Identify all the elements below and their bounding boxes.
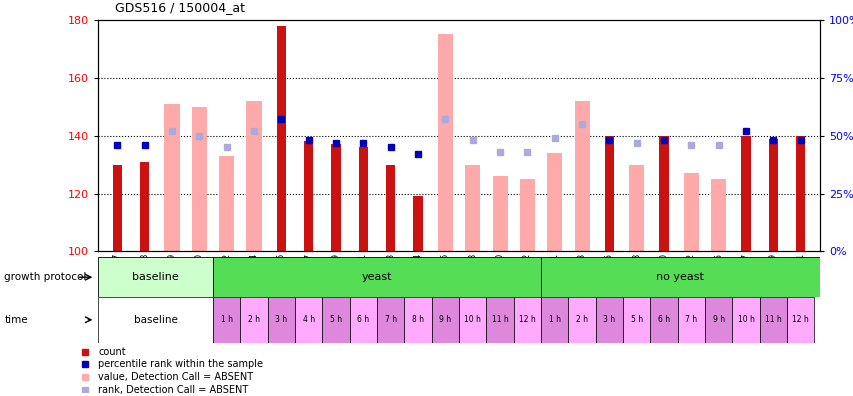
Text: baseline: baseline xyxy=(134,315,177,325)
Bar xyxy=(541,297,568,343)
Bar xyxy=(795,135,804,251)
Text: 10 h: 10 h xyxy=(464,315,480,324)
Bar xyxy=(349,297,376,343)
Bar xyxy=(574,101,589,251)
Text: 7 h: 7 h xyxy=(684,315,697,324)
Bar xyxy=(403,297,431,343)
Bar xyxy=(267,297,294,343)
Bar xyxy=(98,257,212,297)
Bar xyxy=(568,297,595,343)
Bar xyxy=(465,165,479,251)
Bar xyxy=(519,179,534,251)
Bar xyxy=(629,165,643,251)
Bar xyxy=(276,26,286,251)
Bar xyxy=(677,297,705,343)
Text: percentile rank within the sample: percentile rank within the sample xyxy=(98,360,263,369)
Bar xyxy=(514,297,541,343)
Bar xyxy=(705,297,732,343)
Text: 9 h: 9 h xyxy=(438,315,451,324)
Text: 1 h: 1 h xyxy=(220,315,232,324)
Bar xyxy=(140,162,149,251)
Text: 5 h: 5 h xyxy=(329,315,342,324)
Bar xyxy=(786,297,814,343)
Text: 2 h: 2 h xyxy=(576,315,588,324)
Bar xyxy=(459,297,486,343)
Text: 9 h: 9 h xyxy=(711,315,724,324)
Bar xyxy=(322,297,349,343)
Bar xyxy=(376,297,403,343)
Text: count: count xyxy=(98,346,126,357)
Text: GDS516 / 150004_at: GDS516 / 150004_at xyxy=(115,1,245,14)
Text: 3 h: 3 h xyxy=(275,315,287,324)
Bar xyxy=(740,135,750,251)
Bar xyxy=(541,257,819,297)
Bar xyxy=(331,144,340,251)
Bar xyxy=(659,135,668,251)
Bar xyxy=(759,297,786,343)
Text: yeast: yeast xyxy=(362,272,392,282)
Bar xyxy=(212,297,240,343)
Bar xyxy=(413,196,422,251)
Text: rank, Detection Call = ABSENT: rank, Detection Call = ABSENT xyxy=(98,385,248,395)
Bar xyxy=(595,297,623,343)
Bar xyxy=(486,297,514,343)
Bar xyxy=(165,104,179,251)
Bar xyxy=(431,297,459,343)
Text: 4 h: 4 h xyxy=(302,315,315,324)
Text: no yeast: no yeast xyxy=(656,272,704,282)
Bar xyxy=(113,165,122,251)
Bar xyxy=(240,297,267,343)
Bar xyxy=(358,147,368,251)
Text: 10 h: 10 h xyxy=(737,315,753,324)
Bar xyxy=(683,173,698,251)
Text: baseline: baseline xyxy=(132,272,179,282)
Bar xyxy=(650,297,677,343)
Bar xyxy=(768,139,777,251)
Bar xyxy=(604,135,613,251)
Text: 11 h: 11 h xyxy=(491,315,508,324)
Bar xyxy=(304,141,313,251)
Bar xyxy=(547,153,561,251)
Text: 6 h: 6 h xyxy=(657,315,670,324)
Text: growth protocol: growth protocol xyxy=(4,272,86,282)
Text: 12 h: 12 h xyxy=(519,315,535,324)
Text: time: time xyxy=(4,315,28,325)
Bar xyxy=(219,156,234,251)
Text: 3 h: 3 h xyxy=(602,315,615,324)
Text: 7 h: 7 h xyxy=(384,315,397,324)
Text: value, Detection Call = ABSENT: value, Detection Call = ABSENT xyxy=(98,372,253,382)
Text: 2 h: 2 h xyxy=(247,315,259,324)
Text: 12 h: 12 h xyxy=(792,315,808,324)
Bar xyxy=(192,107,206,251)
Text: 5 h: 5 h xyxy=(630,315,642,324)
Text: 11 h: 11 h xyxy=(764,315,780,324)
Text: 6 h: 6 h xyxy=(357,315,369,324)
Bar xyxy=(732,297,759,343)
Bar xyxy=(294,297,322,343)
Bar xyxy=(212,257,541,297)
Bar xyxy=(247,101,261,251)
Bar xyxy=(623,297,650,343)
Text: 8 h: 8 h xyxy=(411,315,424,324)
Bar xyxy=(98,297,212,343)
Bar xyxy=(386,165,395,251)
Bar xyxy=(438,34,452,251)
Bar xyxy=(711,179,725,251)
Bar xyxy=(492,176,507,251)
Text: 1 h: 1 h xyxy=(548,315,560,324)
